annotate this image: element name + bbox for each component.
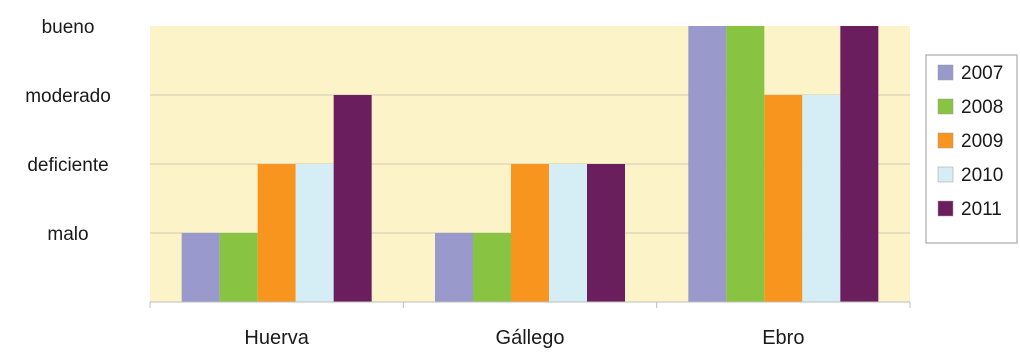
legend-swatch <box>937 166 954 183</box>
bar <box>181 233 220 302</box>
legend-label: 2007 <box>961 63 1003 84</box>
y-tick-label: bueno <box>42 17 95 38</box>
axes <box>149 301 911 308</box>
bar <box>295 164 334 302</box>
bar <box>333 95 372 302</box>
x-tick-label: Gállego <box>496 327 565 349</box>
bar <box>473 233 511 302</box>
bar <box>511 164 549 302</box>
legend-label: 2010 <box>961 165 1003 186</box>
bar <box>435 233 473 302</box>
x-tick-label: Ebro <box>762 327 804 349</box>
legend-swatch <box>937 64 954 81</box>
bars <box>181 26 879 302</box>
legend-swatch <box>937 132 954 149</box>
x-tick-label: Huerva <box>244 327 309 349</box>
bar <box>587 164 625 302</box>
bar <box>726 26 765 302</box>
x-tick-labels: Huerva Gállego Ebro <box>244 327 804 349</box>
y-tick-label: moderado <box>25 86 111 107</box>
legend-label: 2011 <box>961 199 1002 220</box>
y-tick-label: malo <box>47 224 88 245</box>
legend: 2007 2008 2009 2010 2011 <box>925 54 1018 244</box>
bar <box>257 164 296 302</box>
legend-swatch <box>937 200 954 217</box>
bar <box>549 164 587 302</box>
legend-label: 2008 <box>961 97 1003 118</box>
bar <box>802 95 841 302</box>
y-tick-label: deficiente <box>27 155 108 176</box>
bar <box>219 233 258 302</box>
bar <box>688 26 727 302</box>
bar <box>840 26 879 302</box>
bar <box>764 95 803 302</box>
legend-label: 2009 <box>961 131 1003 152</box>
legend-swatch <box>937 98 954 115</box>
y-tick-labels: malo deficiente moderado bueno <box>25 17 111 245</box>
